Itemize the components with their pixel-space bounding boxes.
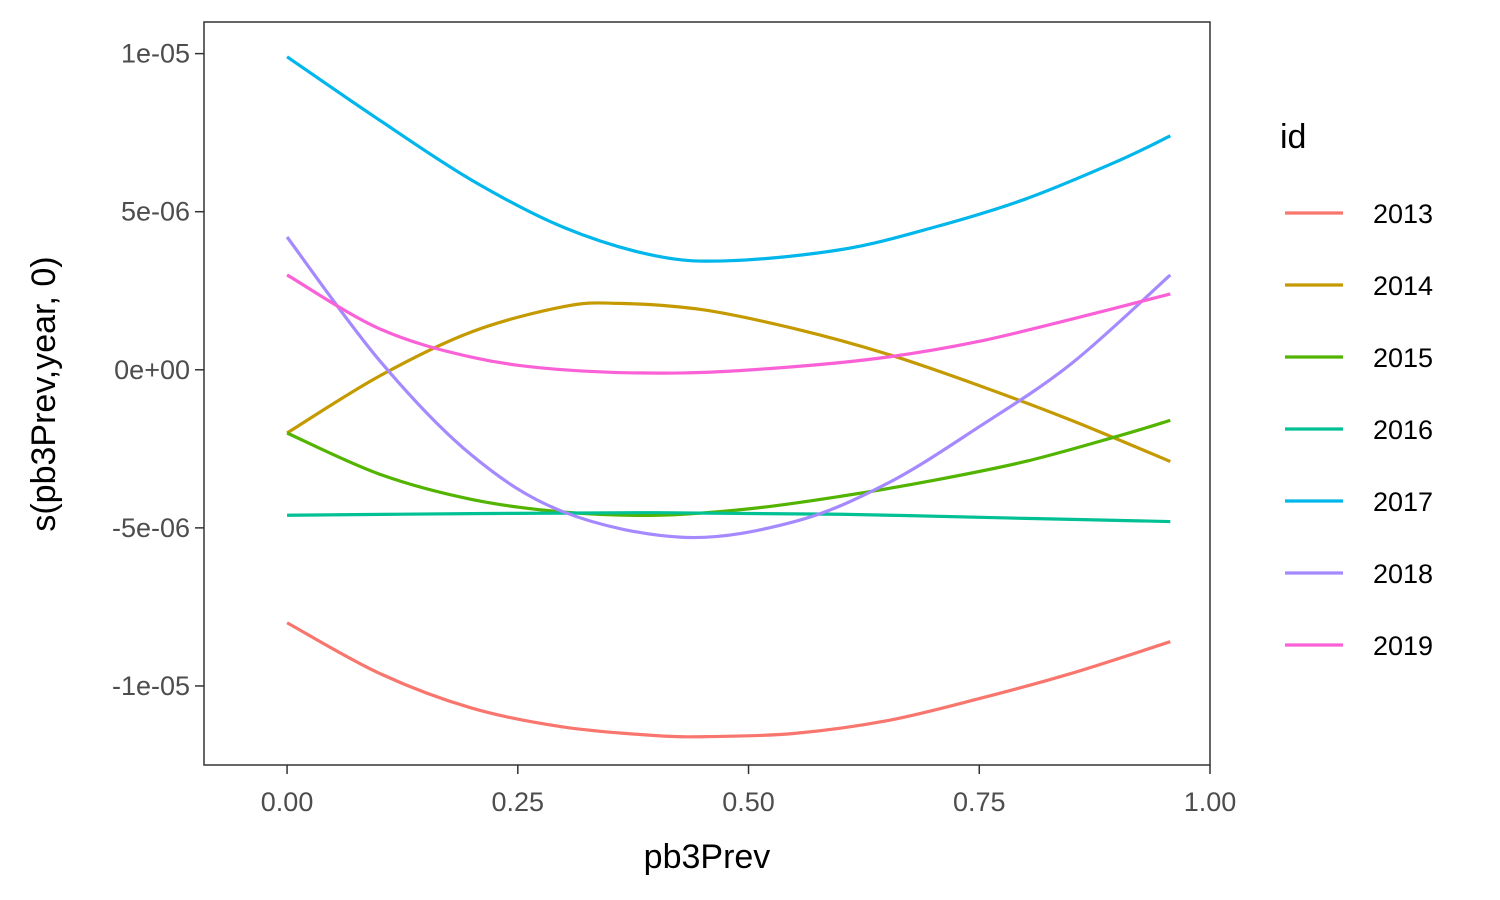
x-axis: 0.00 0.25 0.50 0.75 1.00: [261, 765, 1236, 817]
y-tick-label: 1e-05: [121, 39, 190, 69]
legend-item-2018: 2018: [1285, 559, 1433, 589]
x-tick-label: 0.50: [722, 787, 775, 817]
legend-label-2016: 2016: [1373, 415, 1433, 445]
x-tick-label: 0.75: [953, 787, 1006, 817]
legend-label-2015: 2015: [1373, 343, 1433, 373]
y-tick-label: 0e+00: [114, 355, 190, 385]
legend-item-2016: 2016: [1285, 415, 1433, 445]
y-tick-label: -1e-05: [112, 671, 190, 701]
legend-item-2014: 2014: [1285, 271, 1433, 301]
legend-label-2019: 2019: [1373, 631, 1433, 661]
plot-panel-border: [203, 21, 1211, 766]
lines-layer: [285, 55, 1172, 739]
series-line-2013: [286, 621, 1171, 739]
series-line-2015: [286, 418, 1171, 517]
legend-title: id: [1280, 118, 1306, 156]
x-tick-label: 0.00: [261, 787, 314, 817]
series-line-2017: [286, 55, 1172, 263]
legend-item-2013: 2013: [1285, 199, 1433, 229]
legend: id 2013 2014 2015 2016 2017 2018 2019: [1280, 118, 1433, 661]
legend-label-2013: 2013: [1373, 199, 1433, 229]
x-tick-label: 1.00: [1184, 787, 1237, 817]
legend-item-2017: 2017: [1285, 487, 1433, 517]
y-axis: 1e-05 5e-06 0e+00 -5e-06 -1e-05: [112, 39, 204, 701]
series-line-2014: [286, 301, 1171, 463]
y-tick-label: -5e-06: [112, 513, 190, 543]
y-tick-label: 5e-06: [121, 197, 190, 227]
legend-label-2018: 2018: [1373, 559, 1433, 589]
legend-label-2014: 2014: [1373, 271, 1433, 301]
legend-item-2019: 2019: [1285, 631, 1433, 661]
series-line-2019: [286, 273, 1171, 375]
y-axis-title: s(pb3Prev,year, 0): [25, 256, 63, 531]
legend-label-2017: 2017: [1373, 487, 1433, 517]
series-line-2018: [285, 236, 1172, 540]
legend-item-2015: 2015: [1285, 343, 1433, 373]
series-line-2016: [287, 511, 1171, 524]
x-tick-label: 0.25: [492, 787, 545, 817]
x-axis-title: pb3Prev: [644, 838, 771, 876]
